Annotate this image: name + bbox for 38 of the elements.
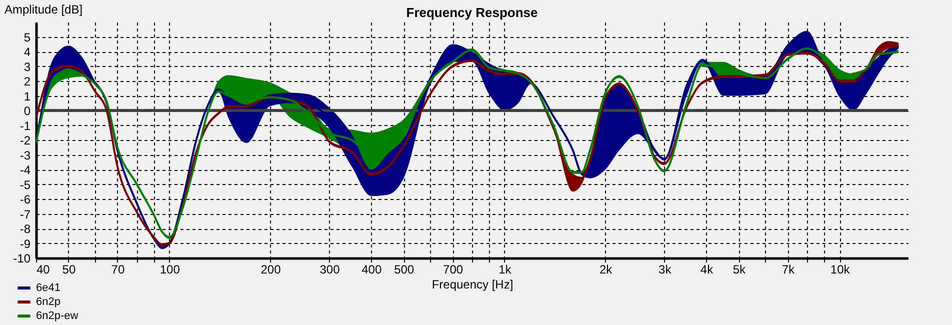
legend-label: 6n2p-ew [36, 310, 78, 322]
x-tick-label: 500 [394, 262, 414, 276]
x-tick-label: 200 [260, 262, 282, 276]
x-tick-label: 300 [320, 262, 340, 276]
y-tick-label: -6 [20, 192, 31, 206]
y-tick-label: -7 [20, 207, 31, 222]
x-tick-label: 70 [111, 262, 125, 276]
x-tick-label: 100 [160, 262, 180, 276]
y-tick-label: -1 [20, 118, 31, 133]
x-tick-label: 50 [62, 262, 76, 276]
y-tick-label: 4 [24, 45, 31, 59]
x-tick-label: 7k [782, 262, 796, 276]
y-tick-label: 3 [24, 60, 31, 74]
x-tick-label: 2k [600, 262, 614, 276]
y-tick-label: 5 [24, 30, 31, 44]
legend-label: 6n2p [36, 296, 60, 308]
y-tick-label: 1 [24, 89, 31, 104]
y-tick-label: 0 [24, 104, 31, 118]
y-tick-label: -9 [20, 236, 31, 251]
x-tick-label: 40 [36, 262, 50, 276]
x-tick-label: 4k [700, 262, 714, 276]
y-axis-title: Amplitude [dB] [4, 2, 83, 16]
y-tick-label: 2 [24, 74, 31, 88]
x-tick-label: 5k [732, 262, 747, 276]
x-tick-label: 700 [443, 262, 464, 276]
y-tick-label: -8 [20, 222, 31, 236]
y-tick-label: -2 [20, 134, 31, 148]
x-axis-title: Frequency [Hz] [432, 278, 514, 292]
x-tick-label: 10k [830, 262, 851, 276]
chart-title: Frequency Response [406, 5, 538, 20]
y-tick-label: -10 [13, 252, 31, 266]
y-tick-label: -4 [20, 163, 31, 177]
x-tick-label: 1k [498, 262, 512, 276]
legend-label: 6e41 [36, 282, 60, 294]
y-tick-label: -3 [20, 148, 31, 162]
x-tick-label: 3k [658, 262, 672, 276]
x-tick-label: 400 [362, 262, 382, 276]
y-tick-label: -5 [20, 178, 31, 192]
